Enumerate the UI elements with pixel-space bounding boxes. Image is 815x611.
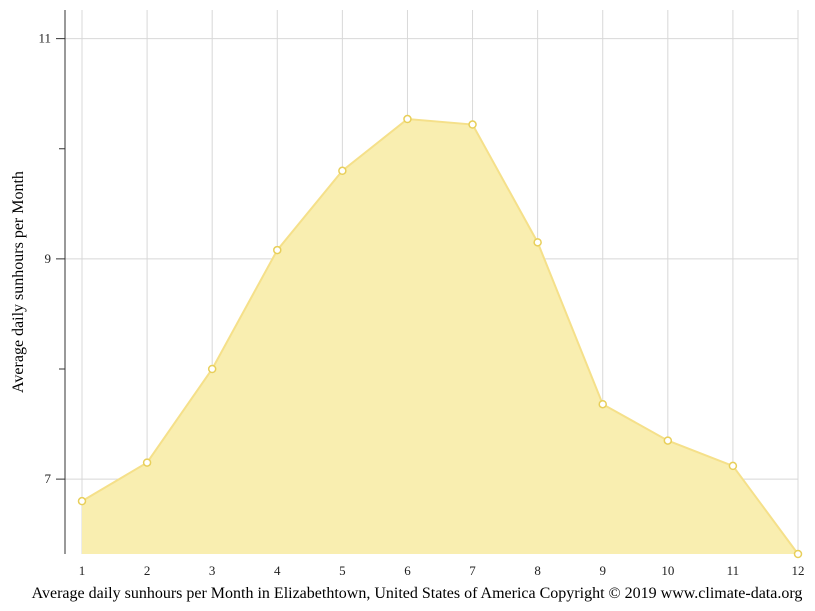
chart-caption: Average daily sunhours per Month in Eliz… — [32, 585, 803, 602]
data-point-10 — [663, 436, 673, 445]
data-point-1 — [77, 496, 87, 506]
data-point-3 — [207, 364, 217, 374]
y-tick-label-7: 7 — [45, 471, 52, 486]
axes — [56, 10, 66, 554]
x-tick-label-10: 10 — [661, 563, 674, 578]
data-point-6 — [403, 114, 412, 124]
data-point-2 — [142, 458, 152, 467]
x-tick-label-8: 8 — [534, 563, 541, 578]
x-tick-label-3: 3 — [209, 563, 216, 578]
x-tick-label-2: 2 — [144, 563, 151, 578]
x-tick-label-5: 5 — [339, 563, 346, 578]
area-fill — [82, 119, 798, 555]
area-layer — [81, 117, 799, 555]
data-points — [77, 114, 803, 559]
x-tick-label-4: 4 — [274, 563, 281, 578]
y-tick-label-9: 9 — [45, 251, 52, 266]
data-point-5 — [338, 166, 347, 176]
data-point-7 — [468, 120, 477, 129]
x-tick-label-7: 7 — [469, 563, 476, 578]
x-tick-label-11: 11 — [727, 563, 740, 578]
data-point-11 — [728, 461, 738, 471]
x-tick-label-6: 6 — [404, 563, 411, 578]
x-tick-label-12: 12 — [792, 563, 805, 578]
series-line — [81, 117, 799, 555]
data-point-9 — [598, 399, 607, 409]
y-axis-title: Average daily sunhours per Month — [10, 171, 27, 393]
y-tick-label-11: 11 — [38, 31, 51, 46]
data-point-4 — [273, 245, 282, 255]
data-point-8 — [533, 238, 542, 247]
x-tick-label-9: 9 — [599, 563, 606, 578]
x-tick-label-1: 1 — [79, 563, 86, 578]
data-point-12 — [793, 549, 803, 559]
